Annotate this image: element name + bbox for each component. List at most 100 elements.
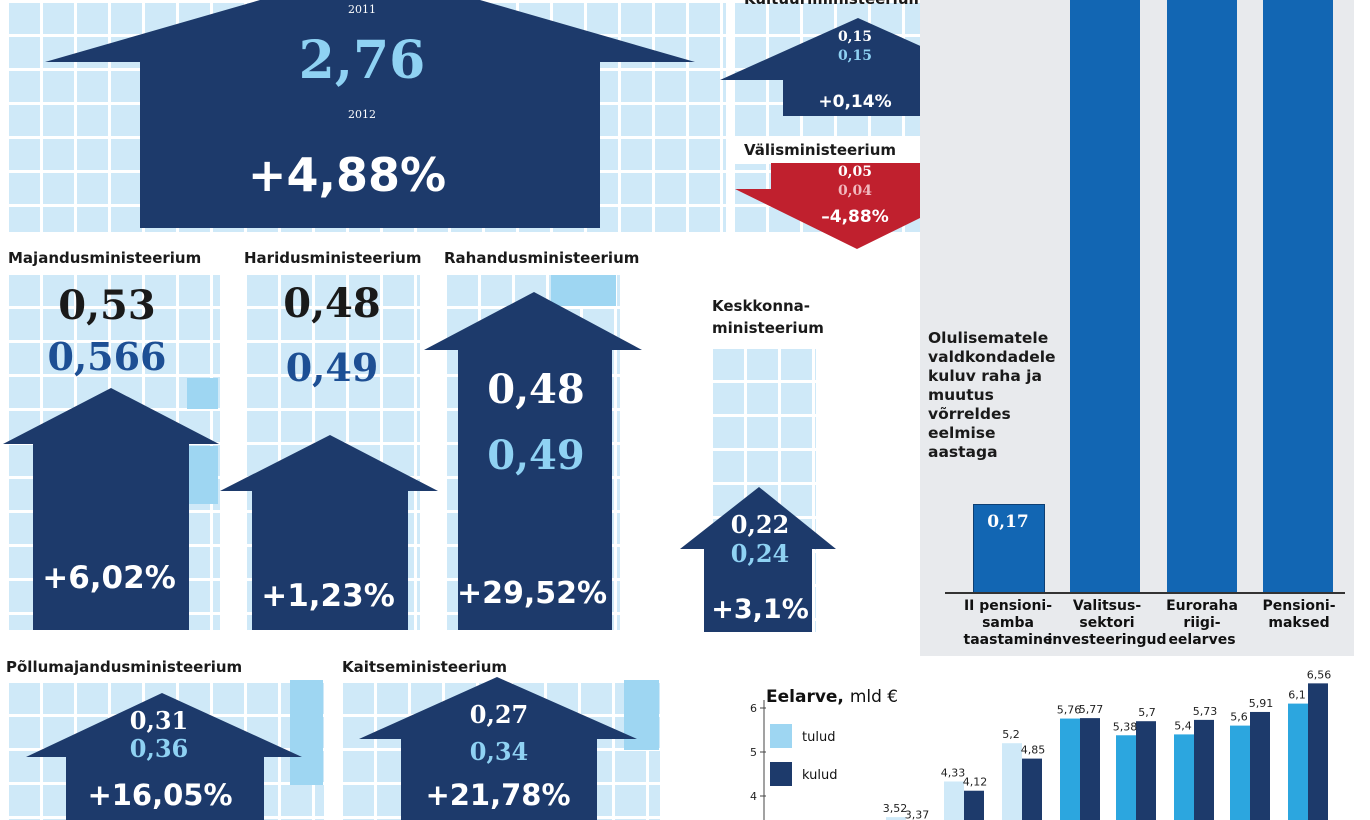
legend-swatch-kulud — [770, 762, 792, 786]
side-bar-investments — [1070, 0, 1140, 592]
tile-highlight — [187, 446, 218, 504]
kultuur-change: +0,14% — [818, 92, 892, 112]
up-arrow-top — [45, 0, 695, 228]
pollumajandus-label: Põllumajandusministeerium — [6, 658, 243, 676]
data-label-tulud: 3,52 — [883, 802, 908, 815]
haridus-change: +1,23% — [261, 578, 395, 614]
side-baseline — [945, 592, 1345, 594]
down-arrow-valis — [735, 163, 979, 249]
data-label-tulud: 6,1 — [1288, 689, 1306, 702]
tile-highlight — [187, 378, 218, 409]
data-label-tulud: 4,33 — [941, 766, 966, 779]
top-change: +4,88% — [247, 148, 447, 202]
valis-value2: 0,04 — [837, 183, 873, 199]
valis-change: –4,88% — [821, 207, 889, 227]
side-bar-euro-funds — [1167, 0, 1237, 592]
kultuur-label: Kultuuriministeerium — [744, 0, 924, 8]
tile-highlight — [290, 680, 323, 785]
pollumajandus-value2: 0,36 — [129, 734, 189, 763]
up-arrow-kaitse — [359, 677, 637, 820]
data-label-tulud: 5,76 — [1057, 704, 1082, 717]
up-arrow-keskkond — [680, 487, 836, 632]
haridus-label: Haridusministeerium — [244, 249, 422, 267]
rahandus-label: Rahandusministeerium — [444, 249, 640, 267]
bar-kulud — [1308, 683, 1328, 820]
side-bar-label-pensions: Pensioni- maksed — [1262, 598, 1336, 631]
legend-label-kulud: kulud — [802, 768, 837, 783]
up-arrow-haridus — [220, 435, 438, 630]
bar-tulud — [1230, 725, 1250, 820]
kaitse-value1: 0,27 — [469, 700, 529, 729]
data-label-tulud: 5,38 — [1113, 720, 1138, 733]
bar-tulud — [1174, 734, 1194, 820]
budget-chart: Eelarve, mld € tulud kulud 6 5 4 3,523,37 4… — [750, 668, 1332, 820]
kaitse-value2: 0,34 — [469, 737, 529, 766]
valis-label-bg — [732, 136, 928, 164]
data-label-tulud: 5,4 — [1174, 719, 1192, 732]
chart-bars: 3,523,37 4,334,12 5,24,85 5,765,77 5,385,7 5,… — [883, 668, 1332, 820]
data-label-kulud: 4,85 — [1021, 744, 1046, 757]
bar-tulud — [1288, 703, 1308, 820]
year-2012-label: 2012 — [348, 108, 376, 121]
haridus-value1: 0,48 — [283, 280, 381, 327]
side-bar-pension-restore — [973, 504, 1045, 594]
up-arrow-majandus — [3, 388, 219, 630]
bar-tulud — [886, 817, 906, 820]
bar-kulud — [964, 790, 984, 820]
data-label-kulud: 5,73 — [1193, 705, 1218, 718]
pollumajandus-change: +16,05% — [87, 778, 233, 812]
side-bar-label-euro-funds: Euroraha riigi- eelarves — [1166, 598, 1238, 648]
data-label-tulud: 5,6 — [1230, 711, 1248, 724]
bar-kulud — [1080, 718, 1100, 820]
bar-kulud — [1022, 758, 1042, 820]
y-tick-label: 4 — [750, 790, 757, 803]
side-bar-pension-restore-value: 0,17 — [987, 512, 1029, 532]
year-2011-label: 2011 — [348, 3, 376, 16]
majandus-change: +6,02% — [42, 560, 176, 596]
data-label-kulud: 4,12 — [963, 776, 988, 789]
y-tick-label: 5 — [750, 746, 757, 759]
valis-value1: 0,05 — [837, 164, 873, 180]
data-label-kulud: 5,7 — [1138, 706, 1156, 719]
rahandus-change: +29,52% — [456, 576, 608, 611]
keskkond-label-line1: Keskkonna- — [712, 297, 811, 315]
side-bar-label-investments: Valitsus- sektori investeeringud — [1047, 598, 1167, 648]
data-label-tulud: 5,2 — [1002, 728, 1020, 741]
keskkond-change: +3,1% — [711, 594, 809, 625]
keskkond-label-line2: ministeerium — [712, 319, 824, 337]
up-arrow-pollumajandus — [26, 693, 302, 820]
data-label-kulud: 6,56 — [1307, 668, 1332, 681]
keskkond-value2: 0,24 — [730, 539, 790, 568]
top-value-2012: 2,76 — [298, 30, 426, 91]
bar-tulud — [1116, 735, 1136, 820]
side-bar-pensions — [1263, 0, 1333, 592]
kaitse-change: +21,78% — [425, 778, 571, 812]
bar-kulud — [1136, 721, 1156, 820]
legend-label-tulud: tulud — [802, 730, 835, 745]
keskkond-value1: 0,22 — [730, 510, 790, 539]
valis-label: Välisministeerium — [744, 141, 897, 159]
kaitse-label: Kaitseministeerium — [342, 658, 508, 676]
kultuur-value2: 0,15 — [837, 48, 873, 64]
haridus-value2: 0,49 — [285, 345, 379, 390]
rahandus-value2: 0,49 — [487, 432, 585, 479]
y-tick-label: 6 — [750, 702, 757, 715]
tile-highlight — [551, 275, 616, 306]
side-bar-label-pension-restore: II pensioni- samba taastamine — [963, 598, 1053, 648]
data-label-kulud: 3,37 — [905, 809, 930, 820]
majandus-value1: 0,53 — [58, 282, 156, 329]
bar-kulud — [1250, 711, 1270, 820]
majandus-value2: 0,566 — [47, 334, 167, 379]
side-panel-title: Olulisematele valdkondadele kuluv raha j… — [928, 329, 1056, 461]
up-arrow-rahandus — [424, 292, 642, 630]
data-label-kulud: 5,91 — [1249, 697, 1274, 710]
chart-axis: 6 5 4 — [750, 700, 766, 820]
pollumajandus-value1: 0,31 — [129, 706, 189, 735]
rahandus-value1: 0,48 — [487, 366, 585, 413]
majandus-label: Majandusministeerium — [8, 249, 202, 267]
data-label-kulud: 5,77 — [1079, 703, 1104, 716]
bar-tulud — [1060, 718, 1080, 820]
chart-title: Eelarve, mld € — [766, 687, 898, 707]
bar-tulud — [944, 781, 964, 820]
bar-kulud — [1194, 719, 1214, 820]
